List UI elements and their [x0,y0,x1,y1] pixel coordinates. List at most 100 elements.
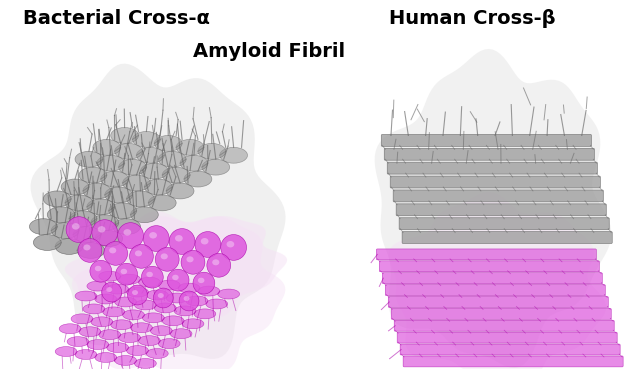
Ellipse shape [118,223,143,249]
Ellipse shape [87,199,115,215]
Ellipse shape [156,247,179,271]
Ellipse shape [201,238,209,244]
Ellipse shape [111,128,138,143]
Ellipse shape [147,348,168,358]
Ellipse shape [227,241,234,247]
Ellipse shape [118,274,140,284]
Ellipse shape [91,215,118,231]
Ellipse shape [118,333,140,342]
Ellipse shape [218,289,239,299]
Ellipse shape [186,256,193,262]
Polygon shape [388,192,606,371]
Ellipse shape [154,288,173,308]
Ellipse shape [186,296,208,306]
Ellipse shape [207,253,230,277]
Ellipse shape [138,336,160,345]
Ellipse shape [113,219,140,234]
Ellipse shape [102,282,122,302]
FancyBboxPatch shape [385,285,605,296]
Ellipse shape [127,345,148,355]
Ellipse shape [154,303,176,313]
Text: Human Cross-β: Human Cross-β [388,9,555,28]
Ellipse shape [158,280,180,290]
Ellipse shape [73,227,101,243]
Text: Amyloid Fibril: Amyloid Fibril [193,42,345,61]
Ellipse shape [158,293,164,298]
Ellipse shape [83,304,105,314]
FancyBboxPatch shape [381,134,591,146]
Ellipse shape [198,286,220,296]
FancyBboxPatch shape [403,356,623,367]
Ellipse shape [131,207,158,223]
Ellipse shape [71,314,93,324]
Ellipse shape [132,131,160,147]
Ellipse shape [149,232,157,239]
FancyBboxPatch shape [376,249,596,260]
Ellipse shape [135,250,142,256]
Ellipse shape [104,242,127,265]
Ellipse shape [67,336,89,347]
FancyBboxPatch shape [388,296,608,308]
Ellipse shape [90,260,112,282]
Ellipse shape [83,244,90,250]
Ellipse shape [148,195,176,211]
Ellipse shape [147,290,168,300]
Ellipse shape [99,330,120,339]
Ellipse shape [181,250,205,274]
Ellipse shape [175,235,183,242]
Ellipse shape [77,243,105,258]
Ellipse shape [123,310,145,320]
Ellipse shape [44,191,71,207]
Ellipse shape [29,219,57,234]
FancyBboxPatch shape [400,344,620,355]
Ellipse shape [115,297,136,307]
Ellipse shape [141,266,163,288]
Ellipse shape [91,317,113,327]
Ellipse shape [115,143,143,159]
Ellipse shape [87,339,109,349]
FancyBboxPatch shape [402,232,612,243]
Ellipse shape [202,159,230,175]
Ellipse shape [79,327,101,336]
FancyBboxPatch shape [390,176,600,188]
FancyBboxPatch shape [396,204,606,216]
Ellipse shape [147,272,153,277]
Ellipse shape [166,293,188,303]
Ellipse shape [55,239,83,255]
FancyBboxPatch shape [382,273,602,283]
Ellipse shape [206,299,228,309]
Ellipse shape [99,271,120,281]
Ellipse shape [172,275,179,280]
Ellipse shape [95,352,116,362]
Ellipse shape [47,207,75,223]
Ellipse shape [101,171,129,187]
Ellipse shape [66,217,92,243]
Ellipse shape [163,167,190,183]
Ellipse shape [220,147,248,163]
Ellipse shape [92,220,118,246]
Ellipse shape [174,306,196,316]
Polygon shape [72,211,285,371]
Ellipse shape [103,307,125,317]
Ellipse shape [72,223,79,230]
Polygon shape [65,216,287,322]
Ellipse shape [65,195,93,211]
Polygon shape [31,64,285,359]
Ellipse shape [116,263,138,285]
Ellipse shape [107,342,129,352]
Ellipse shape [120,269,127,274]
Ellipse shape [75,349,97,359]
FancyBboxPatch shape [387,162,597,174]
Ellipse shape [143,313,164,323]
Ellipse shape [87,281,109,291]
Ellipse shape [182,319,204,329]
Ellipse shape [111,320,132,330]
Ellipse shape [221,234,246,260]
Ellipse shape [127,191,154,207]
Ellipse shape [79,167,107,183]
Ellipse shape [98,226,106,233]
Ellipse shape [109,203,136,219]
Ellipse shape [158,339,180,348]
FancyBboxPatch shape [394,320,614,331]
Ellipse shape [55,347,77,357]
